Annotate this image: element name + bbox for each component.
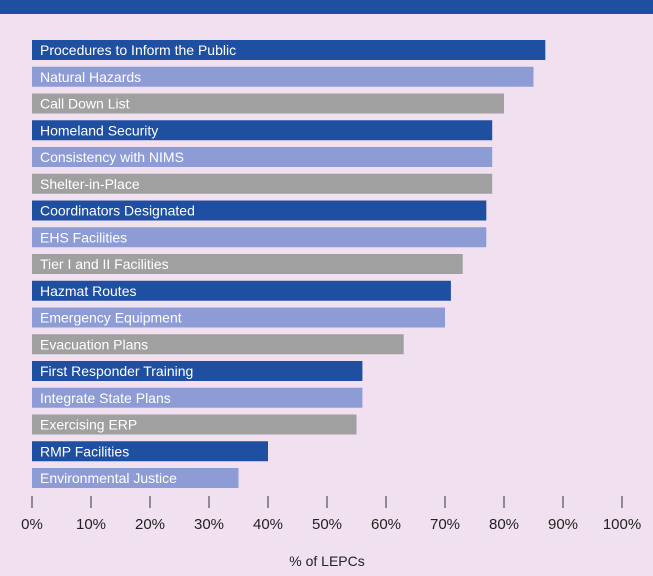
bar-label-8: Tier I and II Facilities (40, 256, 169, 272)
bar-chart: Procedures to Inform the Public Natural H… (21, 40, 641, 569)
x-tick-label-7: 70% (430, 516, 460, 533)
bar-14 (32, 414, 357, 435)
x-tick-label-2: 20% (135, 516, 165, 533)
x-tick-label-6: 60% (371, 516, 401, 533)
title-bar (0, 0, 653, 14)
bar-label-12: First Responder Training (40, 363, 193, 379)
bar-16 (32, 468, 239, 488)
bar-5 (32, 173, 493, 194)
bar-2 (32, 93, 504, 114)
bar-10 (32, 307, 445, 328)
x-tick-label-5: 50% (312, 516, 342, 533)
bar-label-13: Integrate State Plans (40, 390, 171, 406)
x-tick-label-8: 80% (489, 516, 519, 533)
bar-6 (32, 200, 487, 221)
bar-label-10: Emergency Equipment (40, 310, 182, 326)
bar-9 (32, 280, 451, 301)
x-tick-label-4: 40% (253, 516, 283, 533)
bar-label-11: Evacuation Plans (40, 336, 148, 352)
bar-12 (32, 361, 363, 381)
bar-label-16: Environmental Justice (40, 470, 177, 486)
bar-label-4: Consistency with NIMS (40, 149, 184, 165)
bar-label-2: Call Down List (40, 96, 130, 112)
bar-label-0: Procedures to Inform the Public (40, 42, 236, 58)
bar-label-3: Homeland Security (40, 122, 158, 138)
bar-label-15: RMP Facilities (40, 443, 129, 459)
x-tick-label-3: 30% (194, 516, 224, 533)
bar-label-7: EHS Facilities (40, 229, 127, 245)
bar-1 (32, 66, 534, 87)
bar-11 (32, 334, 404, 355)
bar-15 (32, 441, 268, 462)
x-tick-label-1: 10% (76, 516, 106, 533)
bar-label-6: Coordinators Designated (40, 203, 195, 219)
bar-8 (32, 254, 463, 274)
bar-7 (32, 227, 487, 248)
x-tick-label-10: 100% (603, 516, 641, 533)
bar-label-1: Natural Hazards (40, 69, 141, 85)
x-axis-label: % of LEPCs (289, 553, 364, 569)
bar-label-5: Shelter-in-Place (40, 176, 140, 192)
bar-3 (32, 120, 493, 141)
x-tick-label-9: 90% (548, 516, 578, 533)
bar-label-9: Hazmat Routes (40, 283, 136, 299)
bar-0 (32, 40, 546, 60)
x-tick-label-0: 0% (21, 516, 43, 533)
bar-13 (32, 387, 363, 408)
bar-4 (32, 147, 493, 167)
bar-label-14: Exercising ERP (40, 417, 137, 433)
